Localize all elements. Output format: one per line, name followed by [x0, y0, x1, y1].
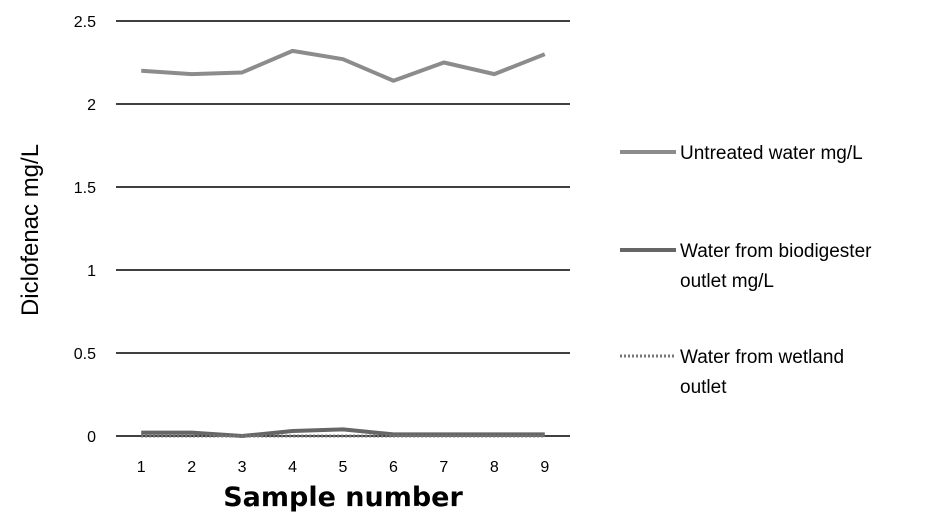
x-tick-label: 9: [540, 459, 549, 476]
y-tick-label: 1.5: [74, 180, 96, 197]
x-tick-labels: 1 2 3 4 5 6 7 8 9: [137, 459, 550, 476]
series-line-1: [141, 48, 546, 83]
series-line-2: [141, 427, 545, 438]
x-tick-label: 6: [389, 459, 398, 476]
legend-label-2: Water from biodigester: [680, 241, 872, 262]
x-tick-label: 2: [187, 459, 196, 476]
y-tick-label: 0: [87, 429, 96, 446]
legend: Untreated water mg/L Water from biodigest…: [620, 143, 872, 398]
x-axis-label: Sample number: [223, 482, 463, 513]
y-tick-label: 2.5: [74, 14, 96, 31]
x-tick-label: 7: [439, 459, 448, 476]
y-tick-label: 1: [87, 263, 96, 280]
legend-label-2: outlet mg/L: [680, 271, 774, 292]
y-tick-label: 2: [87, 97, 96, 114]
x-tick-label: 3: [238, 459, 247, 476]
legend-label-1: Untreated water mg/L: [680, 143, 863, 164]
legend-label-3: Water from wetland: [680, 347, 844, 368]
x-tick-label: 5: [339, 459, 348, 476]
series-lines: [141, 48, 546, 438]
gridlines: [116, 20, 570, 437]
x-tick-label: 4: [288, 459, 297, 476]
y-tick-label: 0.5: [74, 346, 96, 363]
y-axis-label: Diclofenac mg/L: [17, 144, 44, 316]
legend-label-3: outlet: [680, 377, 727, 398]
x-tick-label: 1: [137, 459, 146, 476]
y-tick-labels: 0 0.5 1 1.5 2 2.5: [74, 14, 96, 446]
x-tick-label: 8: [490, 459, 499, 476]
